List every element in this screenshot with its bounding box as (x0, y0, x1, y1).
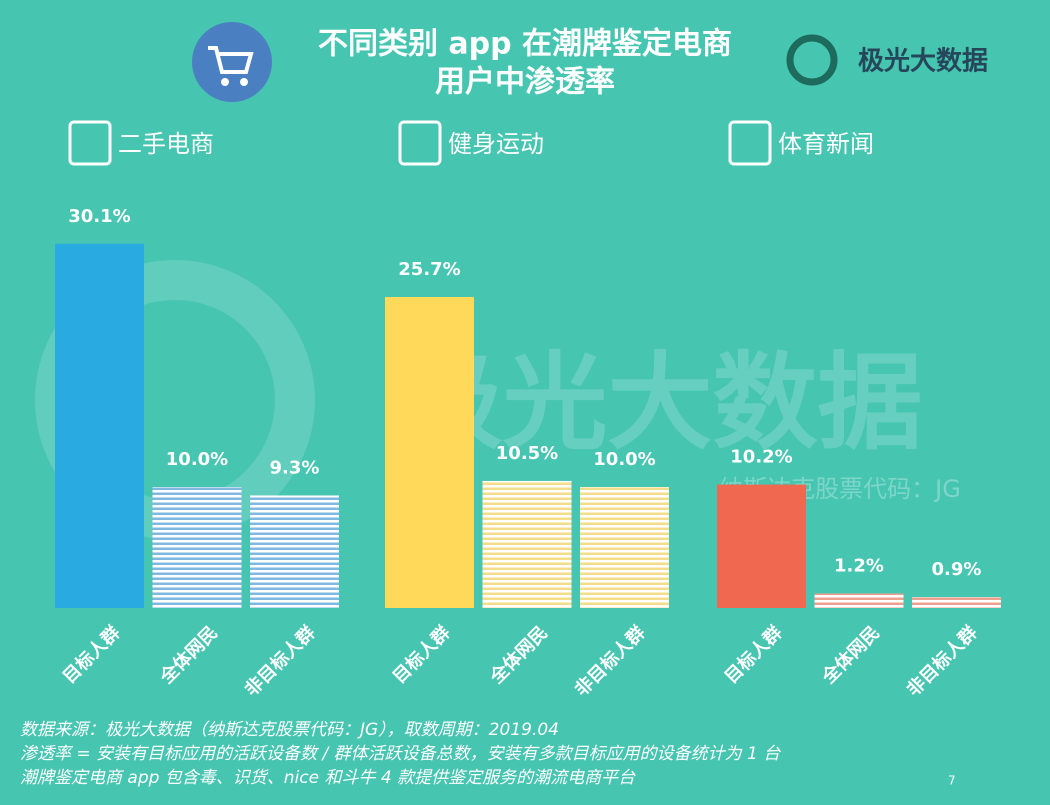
bar (152, 487, 242, 608)
bar (814, 593, 904, 608)
cart-icon (208, 46, 254, 74)
title: 用户中渗透率 (435, 65, 615, 100)
page-number: 7 (948, 774, 956, 788)
cart-wheel (221, 78, 229, 86)
panel-title: 二手电商 (118, 130, 214, 158)
bar (717, 484, 806, 608)
bar (385, 297, 474, 608)
x-tick-label: 非目标人群 (240, 622, 319, 701)
bar (482, 480, 572, 608)
bar (250, 495, 339, 608)
watermark: 极光大数据 (397, 342, 922, 464)
x-tick-label: 全体网民 (485, 622, 552, 689)
brand: 极光大数据 (858, 47, 988, 77)
value-label: 10.5% (496, 443, 558, 464)
x-tick-label: 目标人群 (58, 622, 124, 688)
value-label: 10.0% (166, 449, 228, 470)
heading-icon (728, 120, 772, 166)
footnote: 渗透率 = 安装有目标应用的活跃设备数 / 群体活跃设备总数，安装有多款目标应用… (20, 744, 781, 764)
panel-title: 体育新闻 (778, 130, 874, 158)
bar (580, 487, 669, 608)
footnote: 数据来源：极光大数据（纳斯达克股票代码：JG），取数周期：2019.04 (20, 720, 559, 740)
x-tick-label: 目标人群 (720, 622, 786, 688)
bar (55, 243, 144, 609)
value-label: 10.2% (730, 447, 792, 468)
panel-title: 健身运动 (448, 130, 544, 158)
value-label: 25.7% (398, 259, 460, 280)
x-tick-label: 非目标人群 (902, 622, 981, 701)
footnote: 潮牌鉴定电商 app 包含毒、识货、nice 和斗牛 4 款提供鉴定服务的潮流电… (20, 768, 636, 788)
heading-icon (398, 120, 442, 166)
heading-icon (68, 120, 112, 166)
brand-logo (786, 34, 838, 86)
bar (912, 597, 1001, 608)
value-label: 10.0% (593, 449, 655, 470)
title: 不同类别 app 在潮牌鉴定电商 (318, 27, 732, 62)
x-tick-label: 全体网民 (817, 622, 884, 689)
x-tick-label: 非目标人群 (570, 622, 649, 701)
title-icon (192, 22, 272, 102)
cart-wheel (240, 78, 248, 86)
value-label: 0.9% (932, 559, 982, 580)
value-label: 9.3% (270, 457, 320, 478)
value-label: 1.2% (834, 555, 884, 576)
value-label: 30.1% (68, 206, 130, 227)
x-tick-label: 目标人群 (388, 622, 454, 688)
x-tick-label: 全体网民 (155, 622, 222, 689)
